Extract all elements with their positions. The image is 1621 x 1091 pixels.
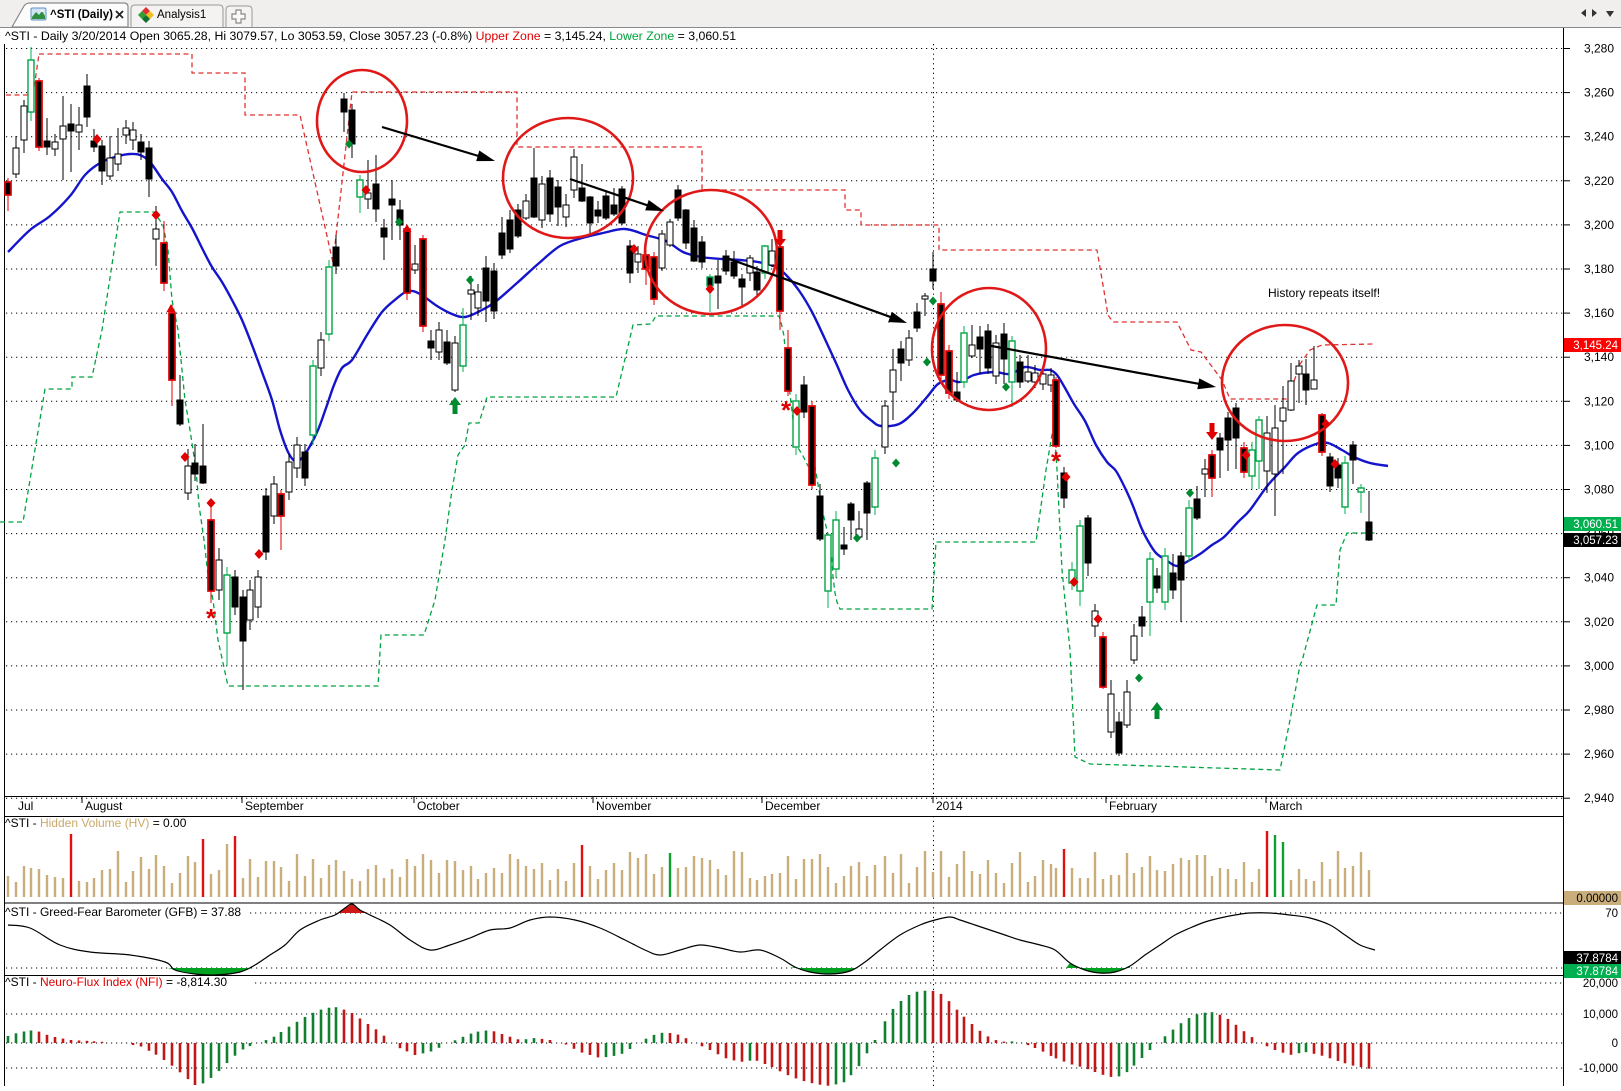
svg-text:37.8784: 37.8784 bbox=[1576, 953, 1618, 965]
svg-text:3,160: 3,160 bbox=[1584, 306, 1614, 320]
svg-text:Jul: Jul bbox=[18, 799, 33, 813]
svg-text:August: August bbox=[85, 799, 123, 813]
svg-text:3,220: 3,220 bbox=[1584, 174, 1614, 188]
svg-text:3,100: 3,100 bbox=[1584, 438, 1614, 452]
svg-text:2,940: 2,940 bbox=[1584, 791, 1614, 805]
svg-text:0.00000: 0.00000 bbox=[1576, 893, 1618, 905]
svg-text:^STI (Daily): ^STI (Daily) bbox=[50, 9, 113, 21]
svg-text:37.8784: 37.8784 bbox=[1576, 966, 1618, 978]
svg-text:3,240: 3,240 bbox=[1584, 130, 1614, 144]
svg-text:3,145.24: 3,145.24 bbox=[1573, 340, 1618, 352]
svg-text:3,260: 3,260 bbox=[1584, 86, 1614, 100]
svg-text:September: September bbox=[245, 799, 304, 813]
svg-text:*: * bbox=[206, 603, 217, 633]
svg-text:History repeats itself!: History repeats itself! bbox=[1268, 286, 1380, 300]
svg-text:3,140: 3,140 bbox=[1584, 350, 1614, 364]
svg-text:70: 70 bbox=[1605, 908, 1618, 920]
svg-text:3,200: 3,200 bbox=[1584, 218, 1614, 232]
svg-text:3,020: 3,020 bbox=[1584, 615, 1614, 629]
svg-text:2,960: 2,960 bbox=[1584, 747, 1614, 761]
svg-text:3,080: 3,080 bbox=[1584, 483, 1614, 497]
svg-text:March: March bbox=[1269, 799, 1302, 813]
svg-text:^STI - Greed-Fear Barometer (G: ^STI - Greed-Fear Barometer (GFB) = 37.8… bbox=[5, 905, 241, 919]
svg-text:2,980: 2,980 bbox=[1584, 703, 1614, 717]
svg-text:February: February bbox=[1109, 799, 1157, 813]
svg-text:Analysis1: Analysis1 bbox=[157, 9, 206, 21]
svg-text:3,040: 3,040 bbox=[1584, 571, 1614, 585]
svg-text:3,180: 3,180 bbox=[1584, 262, 1614, 276]
svg-text:*: * bbox=[781, 395, 792, 425]
svg-text:20,000: 20,000 bbox=[1583, 978, 1618, 990]
svg-text:^STI - Neuro-Flux Index (NFI): ^STI - Neuro-Flux Index (NFI) = -8,814.3… bbox=[5, 975, 227, 989]
svg-text:3,120: 3,120 bbox=[1584, 394, 1614, 408]
svg-text:3,000: 3,000 bbox=[1584, 659, 1614, 673]
svg-text:*: * bbox=[1051, 446, 1062, 476]
svg-text:^STI - Daily 3/20/2014 Open 30: ^STI - Daily 3/20/2014 Open 3065.28, Hi … bbox=[5, 29, 736, 43]
svg-text:October: October bbox=[417, 799, 460, 813]
svg-text:0: 0 bbox=[1612, 1038, 1618, 1050]
svg-text:December: December bbox=[765, 799, 820, 813]
svg-text:3,060.51: 3,060.51 bbox=[1573, 519, 1618, 531]
svg-text:-10,000: -10,000 bbox=[1579, 1063, 1618, 1075]
svg-text:10,000: 10,000 bbox=[1583, 1009, 1618, 1021]
svg-text:3,280: 3,280 bbox=[1584, 42, 1614, 56]
svg-text:2014: 2014 bbox=[936, 799, 963, 813]
svg-text:^STI - Hidden Volume (HV) = 0.: ^STI - Hidden Volume (HV) = 0.00 bbox=[5, 816, 187, 830]
svg-text:3,057.23: 3,057.23 bbox=[1573, 535, 1618, 547]
svg-text:November: November bbox=[596, 799, 651, 813]
